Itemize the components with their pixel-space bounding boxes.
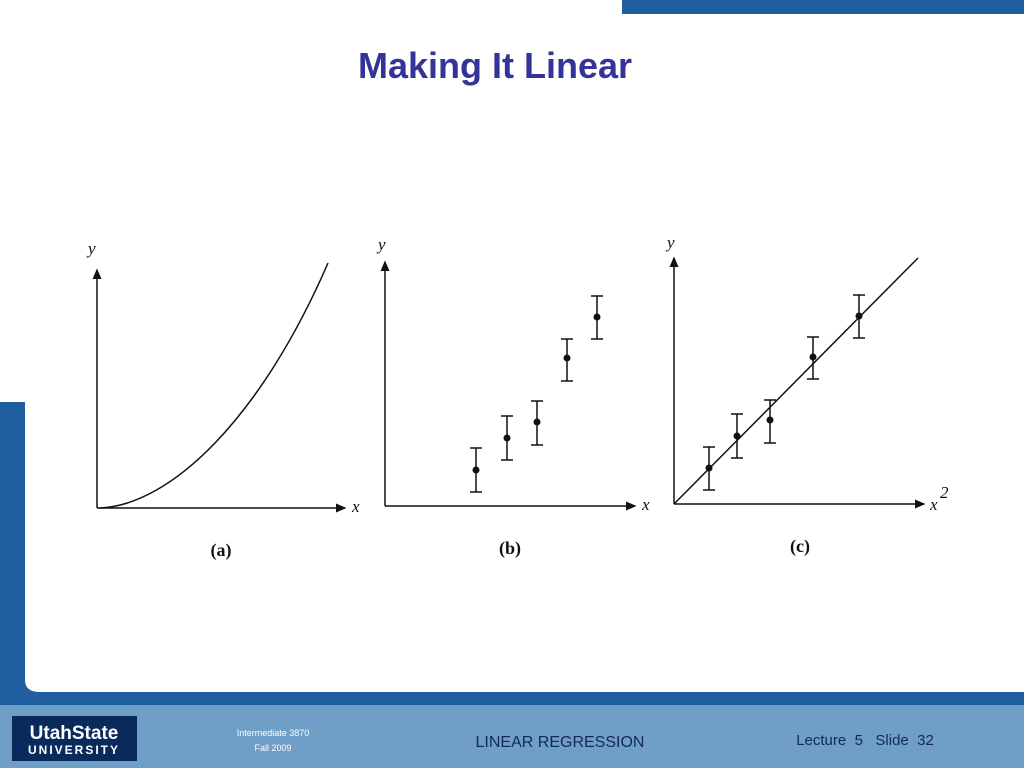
- x-label-exponent: 2: [940, 483, 949, 502]
- logo: UtahState UNIVERSITY: [12, 716, 137, 761]
- panel-b: y x (b): [376, 235, 650, 559]
- y-label: y: [665, 233, 675, 252]
- logo-bottom: UNIVERSITY: [28, 743, 120, 757]
- slide-title: Making It Linear: [358, 45, 632, 86]
- caption: (c): [790, 536, 810, 557]
- course: Intermediate 3870: [237, 728, 310, 738]
- x-label: x: [641, 495, 650, 514]
- panel-a: y x (a): [86, 239, 360, 561]
- term: Fall 2009: [254, 743, 291, 753]
- logo-top: UtahState: [30, 723, 119, 744]
- panel-c: y x 2 (c): [665, 233, 949, 557]
- y-label: y: [376, 235, 386, 254]
- caption: (a): [211, 540, 232, 561]
- x-label: x: [351, 497, 360, 516]
- footer-band: [0, 705, 1024, 768]
- top-bar: [622, 0, 1024, 14]
- x-label: x: [929, 495, 938, 514]
- y-label: y: [86, 239, 96, 258]
- caption: (b): [499, 538, 521, 559]
- slide-info: Lecture 5 Slide 32: [796, 732, 934, 749]
- topic: LINEAR REGRESSION: [476, 734, 645, 751]
